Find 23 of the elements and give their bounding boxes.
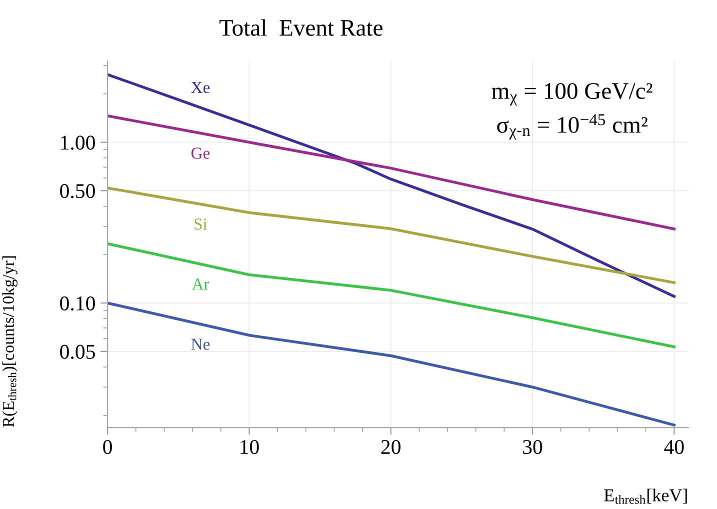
x-tick-label: 0 (103, 440, 112, 454)
y-tick-label: 1.00 (61, 136, 95, 150)
x-tick-label: 20 (381, 440, 400, 454)
series-label: Si (194, 218, 208, 230)
x-tick-label: 40 (664, 440, 684, 454)
y-tick-label: 0.05 (60, 344, 95, 359)
annotation: m$_{χ}$ = 100 GeV/c² (492, 83, 652, 106)
y-axis-title: R(E$_{thresh}$)[counts/10kg/yr] (2, 256, 18, 428)
x-tick-label: 30 (523, 440, 542, 454)
series-label: Ne (191, 338, 210, 350)
y-tick-label: 0.50 (60, 184, 95, 198)
series-label: Ar (192, 278, 210, 290)
annotation: σ$_{χ-n}$ = 10$^{−45}$ cm² (497, 114, 648, 140)
series-label: Ge (191, 148, 210, 159)
line-series (108, 114, 676, 230)
chart-title: Total Event Rate (219, 19, 382, 36)
y-tick-label: 0.10 (60, 296, 95, 311)
line-series (108, 302, 676, 426)
line-series (108, 73, 676, 298)
x-tick-label: 10 (240, 440, 259, 454)
x-axis-title: E$_{thresh}$[keV] (604, 488, 687, 504)
line-series (108, 242, 676, 348)
series-label: Xe (191, 82, 210, 94)
